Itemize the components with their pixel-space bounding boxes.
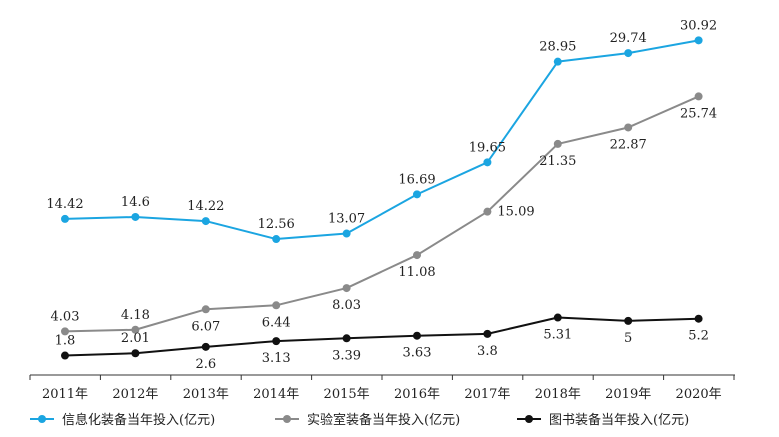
series-3: 1.8 2.01 2.6 3.13 3.39 3.63 3.8 5.31 5 5.2 <box>55 313 709 372</box>
x-tick-label: 2012年 <box>112 387 158 402</box>
data-label: 19.65 <box>469 140 506 155</box>
data-point <box>694 92 703 101</box>
data-point <box>131 212 140 221</box>
data-label: 3.13 <box>262 351 291 366</box>
data-label: 2.6 <box>195 357 216 372</box>
data-point <box>624 123 633 132</box>
x-tick-label: 2014年 <box>253 387 299 402</box>
x-tick-label: 2020年 <box>676 387 722 402</box>
data-label: 11.08 <box>398 265 435 280</box>
data-label: 3.8 <box>477 344 498 359</box>
data-label: 3.63 <box>403 346 432 361</box>
data-label: 30.92 <box>680 18 717 33</box>
data-label: 14.22 <box>187 199 224 214</box>
x-tick-label: 2013年 <box>183 387 229 402</box>
data-label: 5 <box>624 331 632 346</box>
data-point <box>201 217 210 226</box>
legend-item-1: 信息化装备当年投入(亿元) <box>30 412 215 428</box>
series-line <box>64 316 699 357</box>
x-tick-label: 2019年 <box>605 387 651 402</box>
data-point <box>413 190 421 199</box>
series-line <box>64 39 699 241</box>
data-point <box>483 158 492 167</box>
legend-item-2: 实验室装备当年投入(亿元) <box>275 412 460 428</box>
data-point <box>272 235 281 244</box>
data-label: 13.07 <box>328 212 365 227</box>
data-label: 4.03 <box>51 309 80 324</box>
data-point <box>342 229 351 238</box>
data-point <box>694 36 703 45</box>
x-tick-label: 2011年 <box>42 387 88 402</box>
series-2: 4.03 4.18 6.07 6.44 8.03 11.08 15.09 21.35 22.87… <box>51 92 717 336</box>
data-point <box>624 49 633 58</box>
data-label: 12.56 <box>258 217 295 232</box>
data-label: 6.44 <box>262 315 291 330</box>
data-point <box>624 316 633 325</box>
x-tick-label: 2017年 <box>464 387 510 402</box>
legend-marker-icon <box>283 415 291 423</box>
x-tick-label: 2018年 <box>535 387 581 402</box>
legend-marker-icon <box>525 415 533 423</box>
data-point <box>61 351 69 360</box>
data-point <box>131 349 140 358</box>
data-label: 15.09 <box>497 205 534 220</box>
legend-label: 图书装备当年投入(亿元) <box>549 412 689 428</box>
data-point <box>61 327 69 336</box>
x-axis-ticks: 2011年 2012年 2013年 2014年 2015年 2016年 2017年 2018年… <box>29 375 735 402</box>
x-tick-label: 2016年 <box>394 387 440 402</box>
data-point <box>553 139 562 148</box>
data-point <box>342 284 351 293</box>
data-point <box>553 313 562 322</box>
data-point <box>483 329 492 338</box>
data-point <box>342 334 351 343</box>
data-point <box>413 251 421 260</box>
data-label: 14.6 <box>121 195 150 210</box>
series-line <box>64 95 700 333</box>
data-point <box>131 325 140 334</box>
data-label: 16.69 <box>398 172 435 187</box>
data-label: 4.18 <box>121 308 150 323</box>
data-label: 2.01 <box>121 331 150 346</box>
data-label: 6.07 <box>191 319 220 334</box>
data-label: 22.87 <box>610 137 647 152</box>
data-label: 14.42 <box>46 197 83 212</box>
x-tick-label: 2015年 <box>324 387 370 402</box>
data-point <box>694 314 703 323</box>
data-label: 25.74 <box>680 106 717 121</box>
legend-marker-icon <box>38 415 46 423</box>
series-1: 14.42 14.6 14.22 12.56 13.07 16.69 19.65 28.95 2… <box>46 18 717 244</box>
data-point <box>272 337 281 346</box>
legend-item-3: 图书装备当年投入(亿元) <box>517 412 689 428</box>
data-label: 1.8 <box>55 334 76 349</box>
data-label: 3.39 <box>332 348 361 363</box>
data-label: 28.95 <box>539 40 576 55</box>
legend: 信息化装备当年投入(亿元) 实验室装备当年投入(亿元) 图书装备当年投入(亿元) <box>30 412 689 428</box>
data-point <box>201 305 210 314</box>
data-point <box>483 207 492 216</box>
data-point <box>553 57 562 66</box>
series-layer: 14.42 14.6 14.22 12.56 13.07 16.69 19.65 28.95 2… <box>46 18 717 372</box>
data-point <box>413 331 421 340</box>
legend-label: 实验室装备当年投入(亿元) <box>307 412 460 428</box>
data-point <box>201 342 210 351</box>
legend-label: 信息化装备当年投入(亿元) <box>62 412 215 428</box>
data-point <box>272 301 281 310</box>
data-label: 29.74 <box>610 31 647 46</box>
data-label: 21.35 <box>539 154 576 169</box>
data-label: 8.03 <box>332 298 361 313</box>
data-point <box>61 214 69 223</box>
data-label: 5.2 <box>688 329 709 344</box>
data-label: 5.31 <box>543 328 572 343</box>
